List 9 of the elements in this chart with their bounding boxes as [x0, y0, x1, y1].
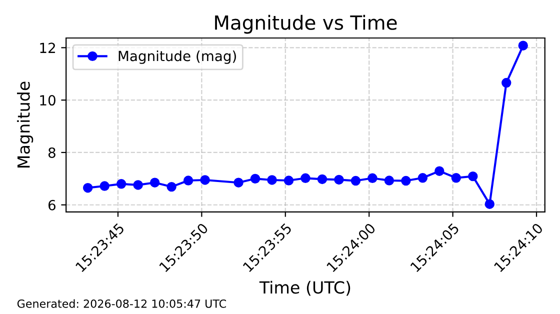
y-tick-label: 8: [48, 147, 56, 158]
y-tick-label: 6: [48, 200, 56, 210]
y-tick-label: 12: [40, 42, 55, 53]
x-axis-title: Time (UTC): [259, 280, 350, 296]
chart-title: Magnitude vs Time: [215, 14, 397, 34]
text: Generated: 2026-08-12 10:05:47 UTC: [17, 299, 226, 308]
y-tick-label: 10: [40, 95, 56, 106]
y-axis-title: Magnitude: [17, 82, 34, 168]
legend-label: Magnitude (mag): [118, 50, 236, 64]
